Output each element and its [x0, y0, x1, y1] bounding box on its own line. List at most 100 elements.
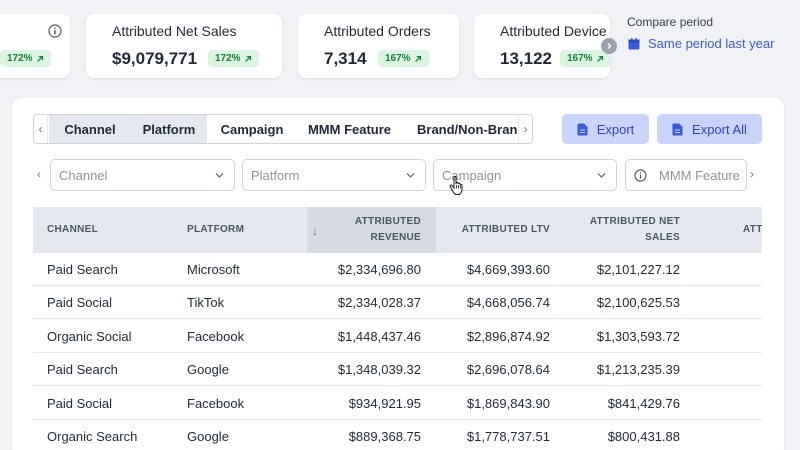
- kpi-change-badge: 167%: [378, 50, 429, 67]
- cell-attributed-ltv: $2,896,874.92: [466, 328, 550, 344]
- chevron-down-icon: [597, 173, 606, 178]
- kpi-card-orders: Attributed Orders 7,314 167%: [298, 14, 459, 78]
- tab-brand-non-brand[interactable]: Brand/Non-Bran: [417, 121, 518, 137]
- chevron-left-icon: ‹: [37, 167, 41, 181]
- mmm-feature-filter-select[interactable]: MMM Feature: [625, 159, 747, 191]
- chevron-right-icon: ›: [750, 167, 754, 181]
- cell-channel: Organic Social: [47, 328, 132, 344]
- filters-scroll-right[interactable]: ›: [750, 167, 754, 181]
- cell-attributed-ltv: $1,869,843.90: [466, 395, 550, 411]
- filter-placeholder: Channel: [59, 168, 108, 183]
- cell-attributed-net-sales: $800,431.88: [607, 429, 680, 444]
- chevron-down-icon: [215, 173, 224, 178]
- kpi-label: Attributed Net Sales: [112, 23, 237, 39]
- breakdown-panel: ‹ Channel Platform Campaign MMM Feature …: [12, 98, 784, 450]
- cell-attributed-net-sales: $1,303,593.72: [596, 328, 680, 344]
- cell-attributed-revenue: $2,334,696.80: [337, 262, 421, 277]
- cell-channel: Paid Social: [47, 395, 113, 411]
- kpi-change-badge: 172%: [0, 50, 51, 67]
- cell-attributed-revenue: $2,334,028.37: [337, 295, 421, 311]
- cell-attributed-ltv: $4,669,393.60: [466, 262, 550, 277]
- cell-attributed-revenue: $1,448,437.46: [337, 328, 421, 344]
- filters-scroll-left[interactable]: ‹: [37, 167, 41, 181]
- kpi-value: $9,079,771: [112, 49, 198, 68]
- table-header: CHANNEL PLATFORM ↓ ATTRIBUTED REVENUE ATT…: [33, 207, 762, 253]
- compare-period-value: Same period last year: [648, 36, 775, 51]
- document-icon: [577, 123, 588, 135]
- kpi-label: Attributed Device: [500, 23, 607, 39]
- export-all-button[interactable]: Export All: [657, 114, 762, 144]
- column-header-attributed-ltv[interactable]: ATTRIBUTED LTV: [461, 224, 550, 235]
- hand-cursor-icon: [449, 176, 463, 195]
- data-table: CHANNEL PLATFORM ↓ ATTRIBUTED REVENUE ATT…: [33, 207, 762, 450]
- cell-platform: Facebook: [187, 395, 245, 411]
- table-row[interactable]: Paid Search Microsoft $2,334,696.80 $4,669,…: [33, 253, 762, 286]
- cell-attributed-ltv: $4,668,056.74: [466, 295, 550, 311]
- column-header-attributed-net-sales[interactable]: ATTRIBUTED NET SALES: [589, 216, 680, 243]
- kpi-value: 7,314: [324, 49, 367, 68]
- tab-mmm-feature[interactable]: MMM Feature: [307, 121, 392, 137]
- filter-placeholder: MMM Feature: [659, 168, 740, 183]
- column-header-platform[interactable]: PLATFORM: [187, 224, 245, 235]
- kpi-card-partial: 172%: [0, 14, 70, 78]
- arrow-up-right-icon: [414, 55, 421, 62]
- table-row[interactable]: Paid Social TikTok $2,334,028.37 $4,668,056…: [33, 286, 762, 320]
- table-row[interactable]: Organic Search Google $889,368.75 $1,778,73…: [33, 420, 762, 450]
- cell-platform: Microsoft: [187, 262, 240, 277]
- info-icon: [634, 169, 647, 182]
- cell-platform: Google: [187, 362, 229, 378]
- kpi-label: Attributed Orders: [324, 23, 431, 39]
- grouping-tabs: ‹ Channel Platform Campaign MMM Feature …: [33, 114, 533, 144]
- cell-platform: Google: [187, 429, 229, 444]
- export-button[interactable]: Export: [562, 114, 649, 144]
- cell-attributed-revenue: $934,921.95: [348, 395, 421, 411]
- cell-attributed-net-sales: $1,213,235.39: [596, 362, 680, 378]
- kpi-card-net-sales: Attributed Net Sales $9,079,771 172%: [86, 14, 282, 78]
- chevron-right-icon: [607, 43, 612, 49]
- cell-platform: Facebook: [187, 328, 245, 344]
- channel-filter-select[interactable]: Channel: [50, 159, 235, 191]
- cell-attributed-net-sales: $2,100,625.53: [596, 295, 680, 311]
- tab-campaign[interactable]: Campaign: [220, 121, 284, 137]
- compare-period-label: Compare period: [627, 15, 714, 29]
- table-row[interactable]: Organic Social Facebook $1,448,437.46 $2,89…: [33, 320, 762, 353]
- kpi-value: 13,122: [500, 49, 552, 68]
- campaign-filter-select[interactable]: Campaign: [433, 159, 617, 191]
- cell-channel: Paid Search: [47, 262, 118, 277]
- column-header-partial[interactable]: ATT: [743, 224, 762, 235]
- cell-channel: Paid Search: [47, 362, 118, 378]
- arrow-up-right-icon: [596, 55, 603, 62]
- table-row[interactable]: Paid Search Google $1,348,039.32 $2,696,078…: [33, 353, 762, 387]
- platform-filter-select[interactable]: Platform: [242, 159, 426, 191]
- table-row[interactable]: Paid Social Facebook $934,921.95 $1,869,843…: [33, 387, 762, 420]
- filter-placeholder: Campaign: [442, 168, 502, 183]
- tab-platform[interactable]: Platform: [131, 115, 207, 143]
- cell-attributed-net-sales: $2,101,227.12: [596, 262, 680, 277]
- cell-attributed-revenue: $1,348,039.32: [337, 362, 421, 378]
- calendar-icon: [628, 37, 640, 49]
- tab-channel[interactable]: Channel: [49, 115, 131, 143]
- column-header-attributed-revenue[interactable]: ↓ ATTRIBUTED REVENUE: [307, 207, 436, 253]
- kpi-change-badge: 167%: [560, 50, 610, 67]
- chevron-down-icon: [406, 173, 415, 178]
- chevron-right-icon: ›: [523, 122, 528, 136]
- sort-descending-icon: ↓: [312, 224, 319, 238]
- info-icon[interactable]: [48, 24, 62, 38]
- arrow-up-right-icon: [36, 55, 43, 62]
- document-icon: [672, 123, 683, 135]
- cell-attributed-revenue: $889,368.75: [348, 429, 421, 444]
- cell-channel: Organic Search: [47, 429, 138, 444]
- compare-period-selector[interactable]: Same period last year: [628, 36, 774, 51]
- cell-attributed-ltv: $2,696,078.64: [466, 362, 550, 378]
- kpi-scroll-right-button[interactable]: [601, 38, 617, 54]
- tabs-scroll-left[interactable]: ‹: [34, 115, 48, 143]
- kpi-change-badge: 172%: [208, 50, 259, 67]
- cell-channel: Paid Social: [47, 295, 113, 311]
- tabs-scroll-right[interactable]: ›: [518, 115, 532, 143]
- chevron-left-icon: ‹: [38, 122, 43, 136]
- cell-attributed-net-sales: $841,429.76: [607, 395, 680, 411]
- filter-placeholder: Platform: [251, 168, 300, 183]
- arrow-up-right-icon: [244, 55, 251, 62]
- column-header-channel[interactable]: CHANNEL: [47, 224, 98, 235]
- cell-attributed-ltv: $1,778,737.51: [466, 429, 550, 444]
